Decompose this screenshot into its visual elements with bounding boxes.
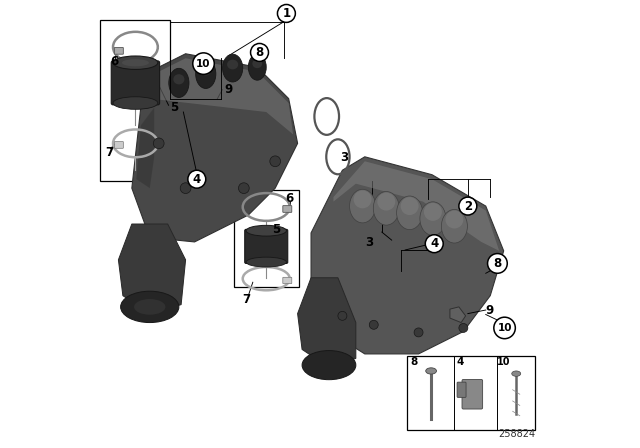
Circle shape bbox=[459, 197, 477, 215]
Ellipse shape bbox=[378, 193, 396, 211]
Ellipse shape bbox=[252, 59, 262, 68]
Polygon shape bbox=[118, 224, 186, 314]
Text: 10: 10 bbox=[497, 323, 512, 333]
Polygon shape bbox=[150, 58, 293, 134]
Text: 8: 8 bbox=[255, 46, 264, 59]
Polygon shape bbox=[450, 307, 465, 323]
Ellipse shape bbox=[248, 54, 266, 80]
Ellipse shape bbox=[246, 257, 287, 267]
Polygon shape bbox=[298, 278, 356, 367]
Ellipse shape bbox=[196, 59, 216, 89]
FancyBboxPatch shape bbox=[100, 20, 170, 181]
Circle shape bbox=[278, 4, 295, 22]
Text: 1: 1 bbox=[282, 7, 291, 20]
Ellipse shape bbox=[373, 192, 399, 225]
Text: 5: 5 bbox=[170, 101, 179, 114]
Ellipse shape bbox=[223, 54, 243, 82]
Circle shape bbox=[250, 43, 269, 61]
Circle shape bbox=[459, 323, 468, 332]
Text: 7: 7 bbox=[243, 293, 251, 306]
Text: 6: 6 bbox=[111, 55, 119, 69]
Text: 10: 10 bbox=[497, 357, 511, 366]
FancyBboxPatch shape bbox=[407, 356, 535, 430]
Circle shape bbox=[414, 328, 423, 337]
Circle shape bbox=[488, 254, 508, 273]
Text: 6: 6 bbox=[285, 191, 294, 205]
FancyBboxPatch shape bbox=[283, 206, 292, 212]
Text: 4: 4 bbox=[456, 357, 463, 366]
Text: 258824: 258824 bbox=[498, 429, 535, 439]
FancyBboxPatch shape bbox=[283, 277, 292, 284]
Text: 3: 3 bbox=[340, 151, 349, 164]
Polygon shape bbox=[311, 157, 504, 354]
Ellipse shape bbox=[200, 65, 211, 75]
Circle shape bbox=[188, 170, 205, 188]
Ellipse shape bbox=[512, 371, 521, 376]
FancyBboxPatch shape bbox=[115, 142, 124, 148]
Text: 8: 8 bbox=[493, 257, 502, 270]
Ellipse shape bbox=[445, 211, 463, 228]
Circle shape bbox=[338, 311, 347, 320]
Text: 4: 4 bbox=[430, 237, 438, 250]
Circle shape bbox=[494, 317, 515, 339]
Ellipse shape bbox=[113, 56, 158, 69]
Ellipse shape bbox=[134, 299, 165, 314]
Text: 8: 8 bbox=[410, 357, 418, 366]
Polygon shape bbox=[132, 54, 298, 242]
Ellipse shape bbox=[426, 368, 436, 374]
Ellipse shape bbox=[353, 190, 371, 208]
Text: 4: 4 bbox=[193, 172, 201, 186]
Ellipse shape bbox=[302, 350, 356, 380]
FancyBboxPatch shape bbox=[111, 61, 159, 105]
FancyBboxPatch shape bbox=[457, 382, 466, 397]
Ellipse shape bbox=[120, 291, 179, 323]
FancyBboxPatch shape bbox=[115, 47, 124, 54]
Circle shape bbox=[369, 320, 378, 329]
Ellipse shape bbox=[169, 69, 189, 98]
Circle shape bbox=[193, 53, 214, 74]
FancyBboxPatch shape bbox=[244, 229, 288, 263]
Polygon shape bbox=[333, 161, 499, 251]
Ellipse shape bbox=[424, 203, 442, 221]
Text: 2: 2 bbox=[464, 199, 472, 213]
Ellipse shape bbox=[442, 209, 467, 243]
Ellipse shape bbox=[122, 59, 149, 66]
Text: 10: 10 bbox=[196, 59, 211, 69]
Circle shape bbox=[154, 138, 164, 149]
Text: 3: 3 bbox=[365, 236, 373, 250]
Ellipse shape bbox=[113, 97, 158, 109]
Circle shape bbox=[239, 183, 249, 194]
Text: 9: 9 bbox=[485, 303, 493, 317]
Ellipse shape bbox=[420, 202, 446, 236]
Text: 5: 5 bbox=[272, 223, 280, 236]
FancyBboxPatch shape bbox=[234, 190, 299, 287]
Circle shape bbox=[270, 156, 280, 167]
Text: 9: 9 bbox=[225, 83, 233, 96]
Ellipse shape bbox=[246, 225, 287, 236]
Circle shape bbox=[426, 235, 444, 253]
Ellipse shape bbox=[173, 74, 184, 84]
Ellipse shape bbox=[397, 196, 422, 229]
Ellipse shape bbox=[227, 60, 238, 69]
Ellipse shape bbox=[349, 189, 376, 223]
Polygon shape bbox=[136, 108, 154, 188]
FancyBboxPatch shape bbox=[462, 379, 483, 409]
Circle shape bbox=[180, 183, 191, 194]
Ellipse shape bbox=[401, 197, 419, 215]
Text: 7: 7 bbox=[106, 146, 113, 159]
